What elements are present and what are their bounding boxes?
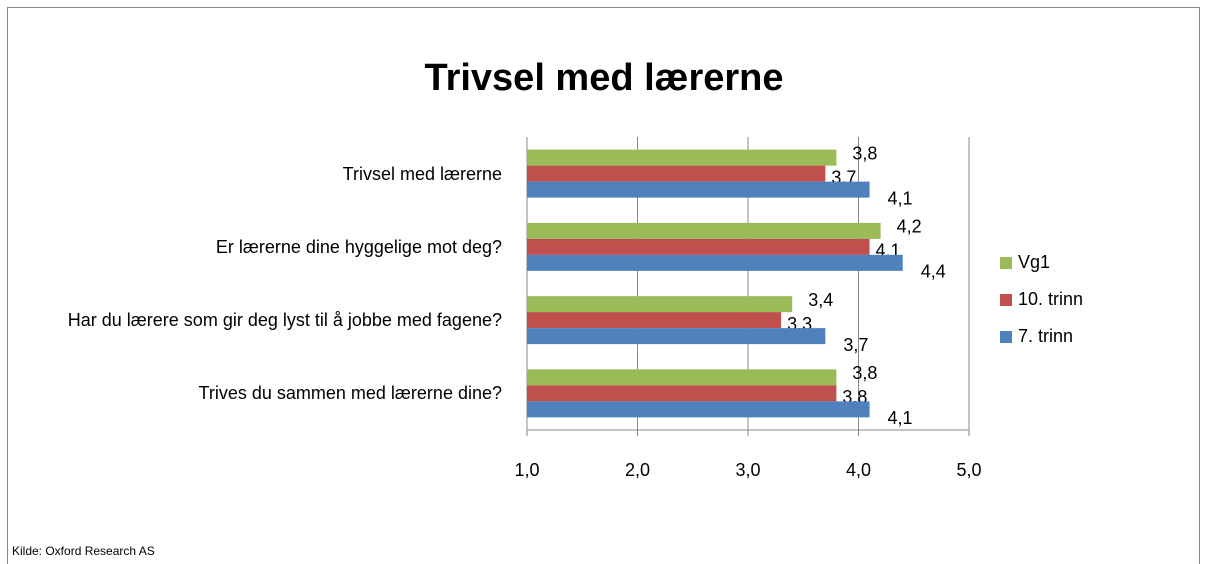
data-label: 4,1 bbox=[888, 188, 913, 208]
legend-swatch bbox=[1000, 331, 1012, 343]
legend-label: Vg1 bbox=[1018, 252, 1050, 272]
x-tick-label: 5,0 bbox=[956, 460, 981, 480]
data-label: 4,2 bbox=[897, 217, 922, 237]
bar bbox=[527, 328, 826, 345]
data-label: 3,8 bbox=[852, 143, 877, 163]
chart-title: Trivsel med lærerne bbox=[424, 57, 783, 99]
bar bbox=[527, 238, 870, 255]
bar bbox=[527, 296, 793, 313]
bar bbox=[527, 181, 870, 198]
bar bbox=[527, 149, 837, 166]
y-tick-label: Trives du sammen med lærerne dine? bbox=[198, 383, 502, 404]
bar bbox=[527, 165, 826, 182]
bar bbox=[527, 312, 782, 329]
data-label: 3,8 bbox=[852, 363, 877, 383]
source-note: Kilde: Oxford Research AS bbox=[12, 544, 155, 558]
legend-label: 10. trinn bbox=[1018, 289, 1083, 309]
legend-label: 7. trinn bbox=[1018, 326, 1073, 346]
legend-swatch bbox=[1000, 257, 1012, 269]
data-label: 3,4 bbox=[808, 290, 833, 310]
x-tick-label: 1,0 bbox=[514, 460, 539, 480]
legend-swatch bbox=[1000, 294, 1012, 306]
y-tick-label: Har du lærere som gir deg lyst til å job… bbox=[67, 310, 502, 331]
bar bbox=[527, 385, 837, 402]
bar bbox=[527, 369, 837, 386]
y-tick-label: Trivsel med lærerne bbox=[342, 163, 502, 184]
bar bbox=[527, 222, 881, 239]
data-label: 4,4 bbox=[921, 262, 946, 282]
bar bbox=[527, 401, 870, 418]
x-tick-label: 3,0 bbox=[735, 460, 760, 480]
chart-border bbox=[7, 7, 1200, 564]
y-tick-label: Er lærerne dine hyggelige mot deg? bbox=[215, 236, 502, 257]
data-label: 4,1 bbox=[888, 408, 913, 428]
bar bbox=[527, 254, 903, 271]
x-tick-label: 4,0 bbox=[846, 460, 871, 480]
data-label: 3,7 bbox=[843, 335, 868, 355]
x-tick-label: 2,0 bbox=[625, 460, 650, 480]
